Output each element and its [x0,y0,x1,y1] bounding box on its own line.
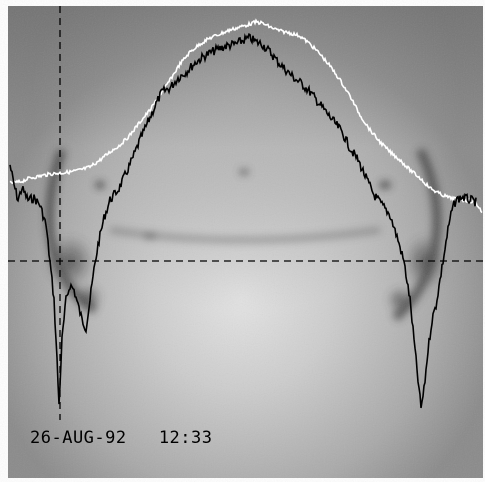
date-time-caption: 26-AUG-92 12:33 [30,428,213,448]
dark-intensity-profile [9,32,477,409]
grayscale-astronomical-image [8,6,483,478]
bright-intensity-profile [9,18,483,214]
